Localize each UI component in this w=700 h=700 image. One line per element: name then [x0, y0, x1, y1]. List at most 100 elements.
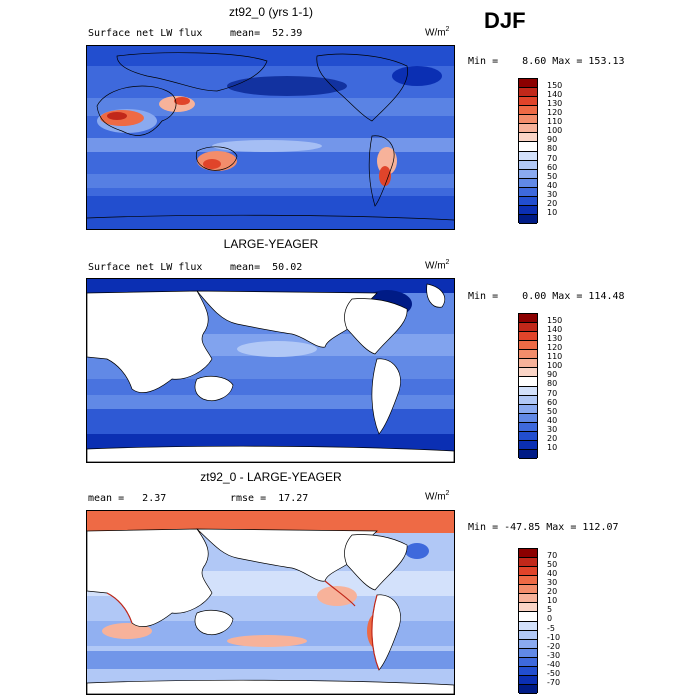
colorbar-swatch	[519, 549, 537, 559]
colorbar-level-label: 70	[547, 153, 558, 163]
panel-3-field	[87, 511, 454, 694]
colorbar-level-label: 10	[547, 207, 558, 217]
colorbar-level-label: 70	[547, 551, 558, 560]
colorbar-swatch	[519, 449, 537, 459]
panel-1-units: W/m2	[425, 26, 450, 39]
colorbar-level-label: 20	[547, 587, 558, 597]
panel-3-rmse: rmse = 17.27	[230, 493, 309, 504]
colorbar-swatch	[519, 314, 537, 324]
colorbar-swatch	[519, 612, 537, 622]
panel-2-field	[87, 279, 454, 462]
colorbar-level-label: 110	[547, 352, 563, 362]
colorbar-swatch	[519, 386, 537, 396]
colorbar-level-label: -70	[547, 677, 561, 687]
colorbar-level-label: 90	[547, 135, 558, 145]
colorbar-swatch	[519, 124, 537, 134]
colorbar-swatch	[519, 341, 537, 351]
colorbar-swatch	[519, 621, 537, 631]
colorbar-level-label: 0	[547, 614, 553, 624]
colorbar-level-label: 30	[547, 578, 558, 588]
colorbar-level-label: 90	[547, 370, 558, 380]
colorbar-level-label: 130	[547, 334, 563, 344]
panel-2-minmax: Min = 0.00 Max = 114.48	[468, 291, 625, 302]
colorbar-level-label: 20	[547, 198, 558, 208]
colorbar-swatch	[519, 377, 537, 387]
colorbar-level-label: 5	[547, 605, 553, 615]
colorbar-level-label: 100	[547, 361, 563, 371]
colorbar-swatch	[519, 97, 537, 107]
panel-1-variable-label: Surface net LW flux	[88, 28, 203, 39]
colorbar-level-label: 70	[547, 388, 558, 398]
colorbar-level-label: 140	[547, 325, 563, 335]
colorbar-swatch	[519, 115, 537, 125]
panel-2-colorbar-labels: 150 140 130 120 110 100 90 80 70 60 50 40 30 20 10	[547, 316, 562, 452]
colorbar-level-label: 10	[547, 596, 558, 606]
colorbar-level-label: 60	[547, 162, 558, 172]
colorbar-swatch	[519, 585, 537, 595]
panel-2-mean: mean= 50.02	[230, 262, 303, 273]
panel-2-map	[86, 278, 455, 463]
colorbar-swatch	[519, 558, 537, 568]
colorbar-level-label: 30	[547, 424, 558, 434]
colorbar-level-label: 50	[547, 406, 558, 416]
colorbar-swatch	[519, 359, 537, 369]
colorbar-level-label: 20	[547, 433, 558, 443]
panel-1-mean: mean= 52.39	[230, 28, 303, 39]
panel-1-field	[87, 46, 454, 229]
panel-1-minmax: Min = 8.60 Max = 153.13	[468, 56, 625, 67]
colorbar-swatch	[519, 169, 537, 179]
colorbar-level-label: -10	[547, 632, 561, 642]
panel-3-units: W/m2	[425, 490, 450, 503]
colorbar-swatch	[519, 594, 537, 604]
colorbar-swatch	[519, 88, 537, 98]
colorbar-level-label: 40	[547, 569, 558, 579]
colorbar-swatch	[519, 431, 537, 441]
colorbar-swatch	[519, 648, 537, 658]
panel-3-minmax: Min = -47.85 Max = 112.07	[468, 522, 619, 533]
colorbar-level-label: 50	[547, 171, 558, 181]
colorbar-level-label: 30	[547, 189, 558, 199]
colorbar-swatch	[519, 684, 537, 694]
panel-1-title: zt92_0 (yrs 1-1)	[228, 5, 314, 19]
panel-2-variable-label: Surface net LW flux	[88, 262, 203, 273]
panel-1-colorbar	[518, 78, 538, 224]
colorbar-level-label: 150	[547, 81, 563, 90]
colorbar-level-label: -40	[547, 659, 561, 669]
colorbar-swatch	[519, 603, 537, 613]
colorbar-swatch	[519, 196, 537, 206]
season-label: DJF	[484, 8, 526, 33]
panel-3-title: zt92_0 - LARGE-YEAGER	[200, 470, 342, 484]
colorbar-level-label: 10	[547, 442, 558, 452]
colorbar-level-label: -5	[547, 623, 555, 633]
colorbar-swatch	[519, 657, 537, 667]
panel-3-colorbar-labels: 70 50 40 30 20 10 5 0 -5 -10 -20 -30 -40 -50 -70	[547, 551, 560, 687]
colorbar-swatch	[519, 79, 537, 89]
colorbar-level-label: 40	[547, 180, 558, 190]
colorbar-swatch	[519, 576, 537, 586]
colorbar-swatch	[519, 205, 537, 215]
colorbar-level-label: 150	[547, 316, 563, 325]
panel-1-map	[86, 45, 455, 230]
colorbar-swatch	[519, 639, 537, 649]
colorbar-swatch	[519, 178, 537, 188]
colorbar-level-label: 80	[547, 144, 558, 154]
colorbar-swatch	[519, 413, 537, 423]
colorbar-swatch	[519, 368, 537, 378]
panel-2-title: LARGE-YEAGER	[223, 237, 319, 251]
colorbar-swatch	[519, 630, 537, 640]
colorbar-level-label: 100	[547, 126, 563, 136]
colorbar-level-label: 60	[547, 397, 558, 407]
colorbar-level-label: 120	[547, 108, 563, 118]
colorbar-level-label: 110	[547, 117, 563, 127]
colorbar-swatch	[519, 440, 537, 450]
colorbar-swatch	[519, 567, 537, 577]
colorbar-swatch	[519, 323, 537, 333]
colorbar-swatch	[519, 404, 537, 414]
colorbar-swatch	[519, 214, 537, 224]
panel-2-colorbar	[518, 313, 538, 459]
panel-3-colorbar	[518, 548, 538, 694]
colorbar-swatch	[519, 422, 537, 432]
colorbar-swatch	[519, 106, 537, 116]
colorbar-level-label: 140	[547, 90, 563, 100]
colorbar-swatch	[519, 666, 537, 676]
